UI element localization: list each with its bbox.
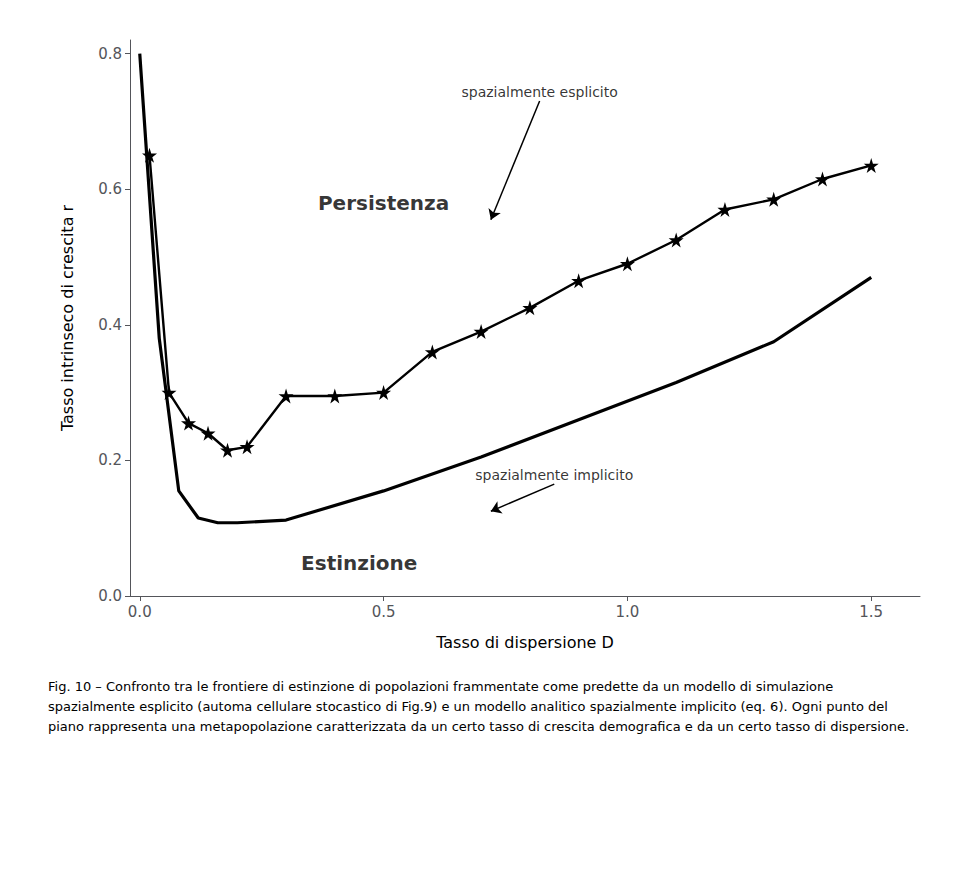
svg-text:Tasso intrinseco di crescita r: Tasso intrinseco di crescita r — [58, 204, 77, 432]
svg-text:piano rappresenta una metapopo: piano rappresenta una metapopolazione ca… — [48, 719, 909, 734]
svg-text:0.6: 0.6 — [98, 180, 122, 198]
svg-text:1.0: 1.0 — [615, 603, 639, 621]
svg-text:Tasso di dispersione D: Tasso di dispersione D — [435, 633, 614, 652]
svg-text:Persistenza: Persistenza — [318, 191, 449, 215]
svg-text:0.8: 0.8 — [98, 45, 122, 63]
svg-text:0.2: 0.2 — [98, 451, 122, 469]
svg-text:Estinzione: Estinzione — [301, 551, 417, 575]
svg-text:0.0: 0.0 — [98, 587, 122, 605]
svg-text:0.4: 0.4 — [98, 316, 122, 334]
svg-text:spazialmente esplicito (automa: spazialmente esplicito (automa cellulare… — [48, 699, 892, 714]
svg-text:0.0: 0.0 — [128, 603, 152, 621]
svg-text:spazialmente implicito: spazialmente implicito — [475, 467, 633, 483]
svg-text:1.5: 1.5 — [859, 603, 883, 621]
svg-text:Fig. 10 – Confronto tra le fro: Fig. 10 – Confronto tra le frontiere di … — [48, 679, 837, 694]
svg-text:spazialmente esplicito: spazialmente esplicito — [461, 84, 617, 100]
svg-text:0.5: 0.5 — [372, 603, 396, 621]
